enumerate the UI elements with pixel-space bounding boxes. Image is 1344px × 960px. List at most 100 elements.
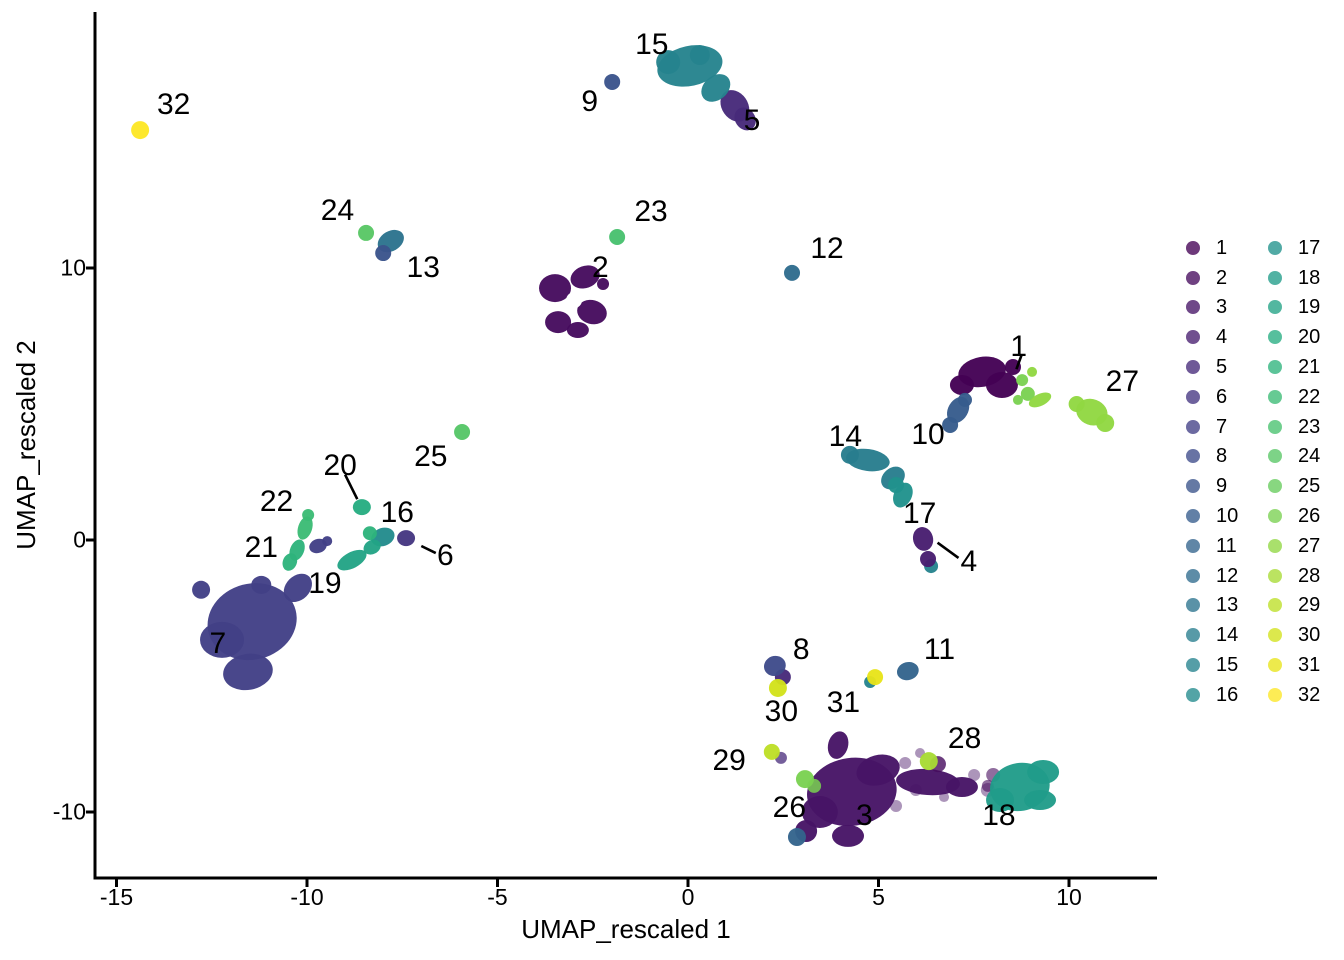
cluster-27-blob — [1068, 396, 1085, 412]
legend-label-27: 27 — [1298, 534, 1321, 557]
cluster-2-blob — [539, 274, 572, 303]
legend-item-26: 26 — [1268, 501, 1326, 531]
legend-label-15: 15 — [1216, 654, 1239, 677]
cluster-25-points — [454, 424, 471, 441]
cluster-14-blob — [840, 445, 859, 464]
cluster-15-blob — [701, 74, 731, 102]
legend-dot-13 — [1186, 598, 1200, 613]
legend-dot-15 — [1186, 658, 1200, 673]
legend-label-7: 7 — [1216, 415, 1228, 438]
cluster-18-blob — [986, 788, 1015, 813]
cluster-11-points — [896, 661, 919, 681]
cluster-label-6: 6 — [436, 539, 454, 573]
cluster-31-points — [864, 669, 884, 688]
legend-dot-2 — [1186, 270, 1200, 285]
cluster-2-blob — [566, 322, 589, 339]
cluster-10-blob — [942, 416, 959, 433]
legend-label-13: 13 — [1216, 594, 1239, 617]
x-tick-label-0: 0 — [681, 884, 695, 910]
cluster-9-points — [604, 73, 621, 90]
legend-label-9: 9 — [1216, 475, 1228, 498]
cluster-3-blob — [899, 757, 912, 770]
cluster-19-blob — [363, 539, 381, 555]
cluster-7-blob — [251, 575, 272, 594]
cluster-11-blob — [896, 661, 919, 681]
cluster-1-points — [949, 356, 1052, 408]
legend-label-11: 11 — [1216, 534, 1237, 557]
legend-item-30: 30 — [1268, 620, 1326, 650]
legend-dot-30 — [1268, 628, 1282, 643]
cluster-1-blob — [1016, 374, 1029, 387]
cluster-label-9: 9 — [581, 85, 599, 119]
cluster-3-blob — [787, 828, 806, 847]
cluster-21-blob — [322, 536, 333, 547]
cluster-label-10: 10 — [911, 418, 945, 451]
cluster-label-25: 25 — [414, 440, 448, 474]
legend-dot-24 — [1268, 449, 1282, 464]
cluster-7-blob — [283, 573, 312, 603]
legend-dot-9 — [1186, 479, 1200, 494]
y-tick-label-10: 10 — [60, 254, 86, 281]
legend-dot-16 — [1186, 687, 1200, 702]
cluster-label-24: 24 — [320, 193, 355, 227]
cluster-7-points — [192, 573, 312, 691]
legend-item-21: 21 — [1268, 352, 1326, 382]
cluster-29-points — [763, 743, 787, 764]
cluster-7-blob — [200, 621, 245, 658]
legend-item-19: 19 — [1268, 293, 1326, 323]
cluster-2-blob — [597, 278, 610, 291]
cluster-10-blob — [957, 392, 972, 407]
legend-label-10: 10 — [1216, 505, 1239, 528]
legend-dot-4 — [1186, 330, 1200, 345]
cluster-label-7: 7 — [209, 626, 227, 660]
cluster-label-15: 15 — [635, 27, 669, 61]
cluster-20-label-line — [343, 474, 359, 500]
legend-item-13: 13 — [1186, 591, 1244, 621]
legend-dot-10 — [1186, 509, 1200, 524]
cluster-2-blob — [566, 292, 583, 309]
cluster-label-2: 2 — [592, 251, 609, 284]
cluster-1-blob — [1004, 359, 1021, 376]
cluster-label-3: 3 — [856, 799, 873, 833]
cluster-4-blob — [912, 527, 934, 551]
legend-item-11: 11 — [1186, 531, 1244, 561]
cluster-label-21: 21 — [244, 531, 278, 565]
legend-item-5: 5 — [1186, 352, 1244, 382]
x-tick-label--5: -5 — [487, 884, 508, 910]
legend-dot-22 — [1268, 389, 1282, 404]
legend-dot-27 — [1268, 538, 1282, 553]
legend-dot-14 — [1186, 628, 1200, 643]
cluster-21-points — [282, 536, 333, 571]
legend-label-14: 14 — [1216, 624, 1239, 647]
legend-item-4: 4 — [1186, 322, 1244, 352]
cluster-3-blob — [945, 776, 978, 797]
cluster-15-points — [656, 45, 731, 102]
cluster-1-blob — [1020, 386, 1035, 401]
cluster-5-points — [720, 90, 756, 131]
legend-item-14: 14 — [1186, 620, 1244, 650]
cluster-9-blob — [604, 73, 621, 90]
legend-item-12: 12 — [1186, 561, 1244, 591]
legend-item-16: 16 — [1186, 680, 1244, 710]
cluster-12-blob — [784, 264, 801, 281]
x-tick-label-5: 5 — [872, 884, 885, 910]
legend-dot-32 — [1268, 687, 1282, 702]
legend-label-26: 26 — [1298, 505, 1321, 528]
cluster-label-4: 4 — [960, 544, 978, 578]
legend-item-20: 20 — [1268, 322, 1326, 352]
cluster-4-label-line — [936, 541, 960, 560]
cluster-label-23: 23 — [634, 195, 668, 229]
legend-item-3: 3 — [1186, 293, 1244, 323]
legend-dot-7 — [1186, 419, 1200, 434]
cluster-30-blob — [768, 678, 787, 697]
cluster-label-14: 14 — [828, 419, 863, 453]
cluster-22-blob — [302, 508, 315, 521]
legend-item-27: 27 — [1268, 531, 1326, 561]
cluster-label-5: 5 — [743, 104, 761, 138]
cluster-28-blob — [919, 752, 938, 771]
cluster-label-20: 20 — [323, 449, 357, 483]
cluster-3-blob — [832, 824, 865, 847]
cluster-label-28: 28 — [947, 722, 982, 756]
